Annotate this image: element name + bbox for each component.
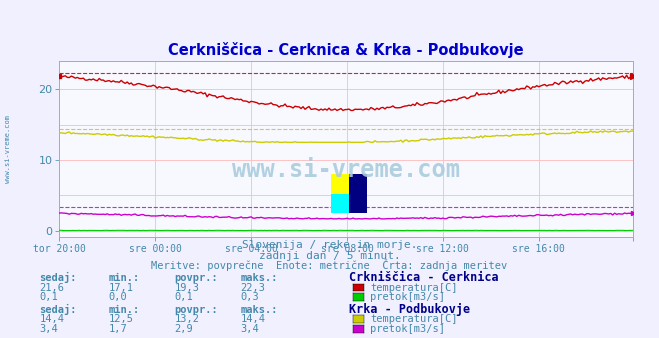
Text: povpr.:: povpr.: bbox=[175, 273, 218, 283]
Text: 0,1: 0,1 bbox=[175, 292, 193, 302]
Text: temperatura[C]: temperatura[C] bbox=[370, 283, 458, 293]
Text: 14,4: 14,4 bbox=[40, 314, 65, 324]
Text: 14,4: 14,4 bbox=[241, 314, 266, 324]
Text: temperatura[C]: temperatura[C] bbox=[370, 314, 458, 324]
Text: 0,1: 0,1 bbox=[40, 292, 58, 302]
Text: 3,4: 3,4 bbox=[40, 324, 58, 334]
Text: zadnji dan / 5 minut.: zadnji dan / 5 minut. bbox=[258, 250, 401, 261]
Text: 13,2: 13,2 bbox=[175, 314, 200, 324]
Text: maks.:: maks.: bbox=[241, 305, 278, 315]
Bar bbox=[331, 174, 349, 194]
Text: Meritve: povprečne  Enote: metrične  Črta: zadnja meritev: Meritve: povprečne Enote: metrične Črta:… bbox=[152, 259, 507, 271]
Text: Slovenija / reke in morje.: Slovenija / reke in morje. bbox=[242, 240, 417, 250]
Text: Krka - Podbukovje: Krka - Podbukovje bbox=[349, 303, 471, 316]
Text: povpr.:: povpr.: bbox=[175, 305, 218, 315]
Text: min.:: min.: bbox=[109, 273, 140, 283]
Text: 21,6: 21,6 bbox=[40, 283, 65, 293]
Bar bbox=[331, 194, 349, 213]
Text: Crkniščica - Cerknica: Crkniščica - Cerknica bbox=[349, 271, 499, 284]
Text: 0,3: 0,3 bbox=[241, 292, 259, 302]
Text: 12,5: 12,5 bbox=[109, 314, 134, 324]
Text: sedaj:: sedaj: bbox=[40, 272, 77, 283]
Text: 19,3: 19,3 bbox=[175, 283, 200, 293]
Text: min.:: min.: bbox=[109, 305, 140, 315]
Text: 1,7: 1,7 bbox=[109, 324, 127, 334]
Text: 17,1: 17,1 bbox=[109, 283, 134, 293]
Text: sedaj:: sedaj: bbox=[40, 304, 77, 315]
Text: 0,0: 0,0 bbox=[109, 292, 127, 302]
Text: 22,3: 22,3 bbox=[241, 283, 266, 293]
Text: maks.:: maks.: bbox=[241, 273, 278, 283]
Text: 3,4: 3,4 bbox=[241, 324, 259, 334]
Text: pretok[m3/s]: pretok[m3/s] bbox=[370, 324, 445, 334]
Text: 2,9: 2,9 bbox=[175, 324, 193, 334]
Bar bbox=[349, 174, 367, 213]
Title: Cerkniščica - Cerknica & Krka - Podbukovje: Cerkniščica - Cerknica & Krka - Podbukov… bbox=[168, 42, 524, 58]
Text: www.si-vreme.com: www.si-vreme.com bbox=[232, 158, 460, 182]
Text: pretok[m3/s]: pretok[m3/s] bbox=[370, 292, 445, 302]
Text: www.si-vreme.com: www.si-vreme.com bbox=[5, 115, 11, 183]
